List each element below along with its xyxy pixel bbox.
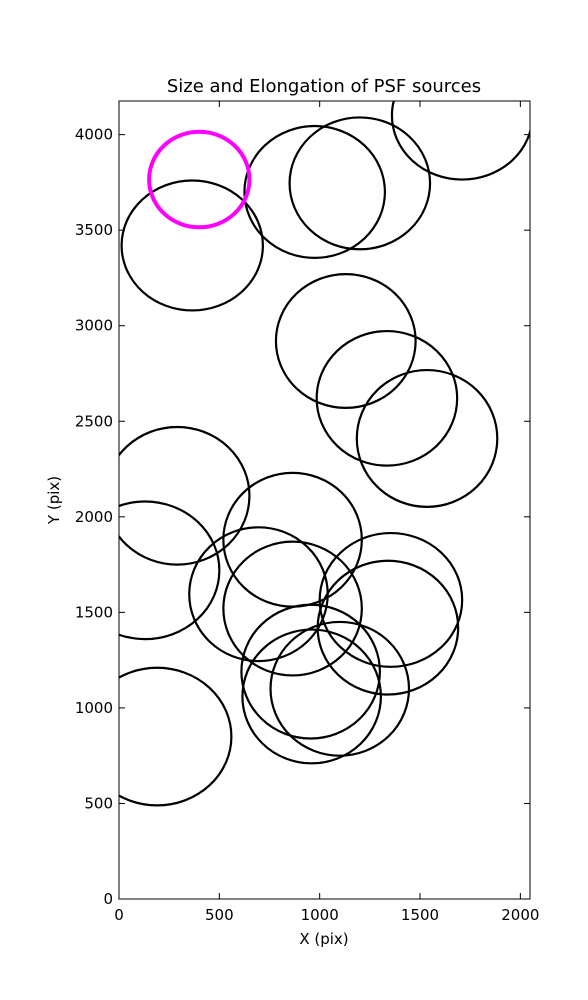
y-tick-label: 3500	[75, 221, 113, 239]
psf-source-6	[315, 329, 459, 467]
y-tick-label: 2000	[75, 508, 113, 526]
x-tick-label: 500	[205, 906, 234, 924]
x-axis-label: X (pix)	[299, 930, 348, 948]
y-tick-label: 2500	[75, 412, 113, 430]
psf-source-16	[240, 603, 381, 740]
psf-source-10	[119, 666, 233, 807]
y-tick-label: 500	[84, 794, 113, 812]
psf-source-11	[222, 471, 363, 608]
psf-source-12	[188, 526, 329, 663]
psf-source-2	[243, 124, 387, 259]
x-tick-label: 2000	[501, 906, 539, 924]
psf-source-highlight	[147, 129, 252, 230]
psf-source-7	[355, 368, 499, 508]
psf-source-1	[120, 179, 264, 312]
ticks-layer: 0 500 1000 1500 2000 0 500 1000 1500 2000 2500 3000…	[75, 101, 539, 924]
psf-source-8	[119, 425, 251, 566]
psf-source-17	[269, 620, 411, 757]
x-tick-label: 0	[114, 906, 124, 924]
chart-title: Size and Elongation of PSF sources	[167, 76, 481, 97]
x-tick-label: 1000	[301, 906, 339, 924]
x-tick-label: 1500	[401, 906, 439, 924]
plot-frame	[118, 100, 531, 900]
psf-source-3	[288, 116, 432, 251]
psf-source-9	[119, 500, 221, 641]
psf-source-18	[241, 628, 382, 765]
y-tick-label: 1500	[75, 603, 113, 621]
y-tick-label: 3000	[75, 317, 113, 335]
psf-source-15	[316, 559, 460, 696]
y-tick-label: 1000	[75, 699, 113, 717]
psf-source-4	[390, 101, 530, 181]
y-tick-label: 4000	[75, 126, 113, 144]
psf-source-14	[318, 531, 464, 668]
y-tick-label: 0	[103, 890, 113, 908]
psf-source-13	[222, 540, 363, 677]
sources-layer	[119, 101, 530, 807]
y-axis-label: Y (pix)	[45, 476, 63, 525]
psf-source-5	[274, 273, 417, 409]
